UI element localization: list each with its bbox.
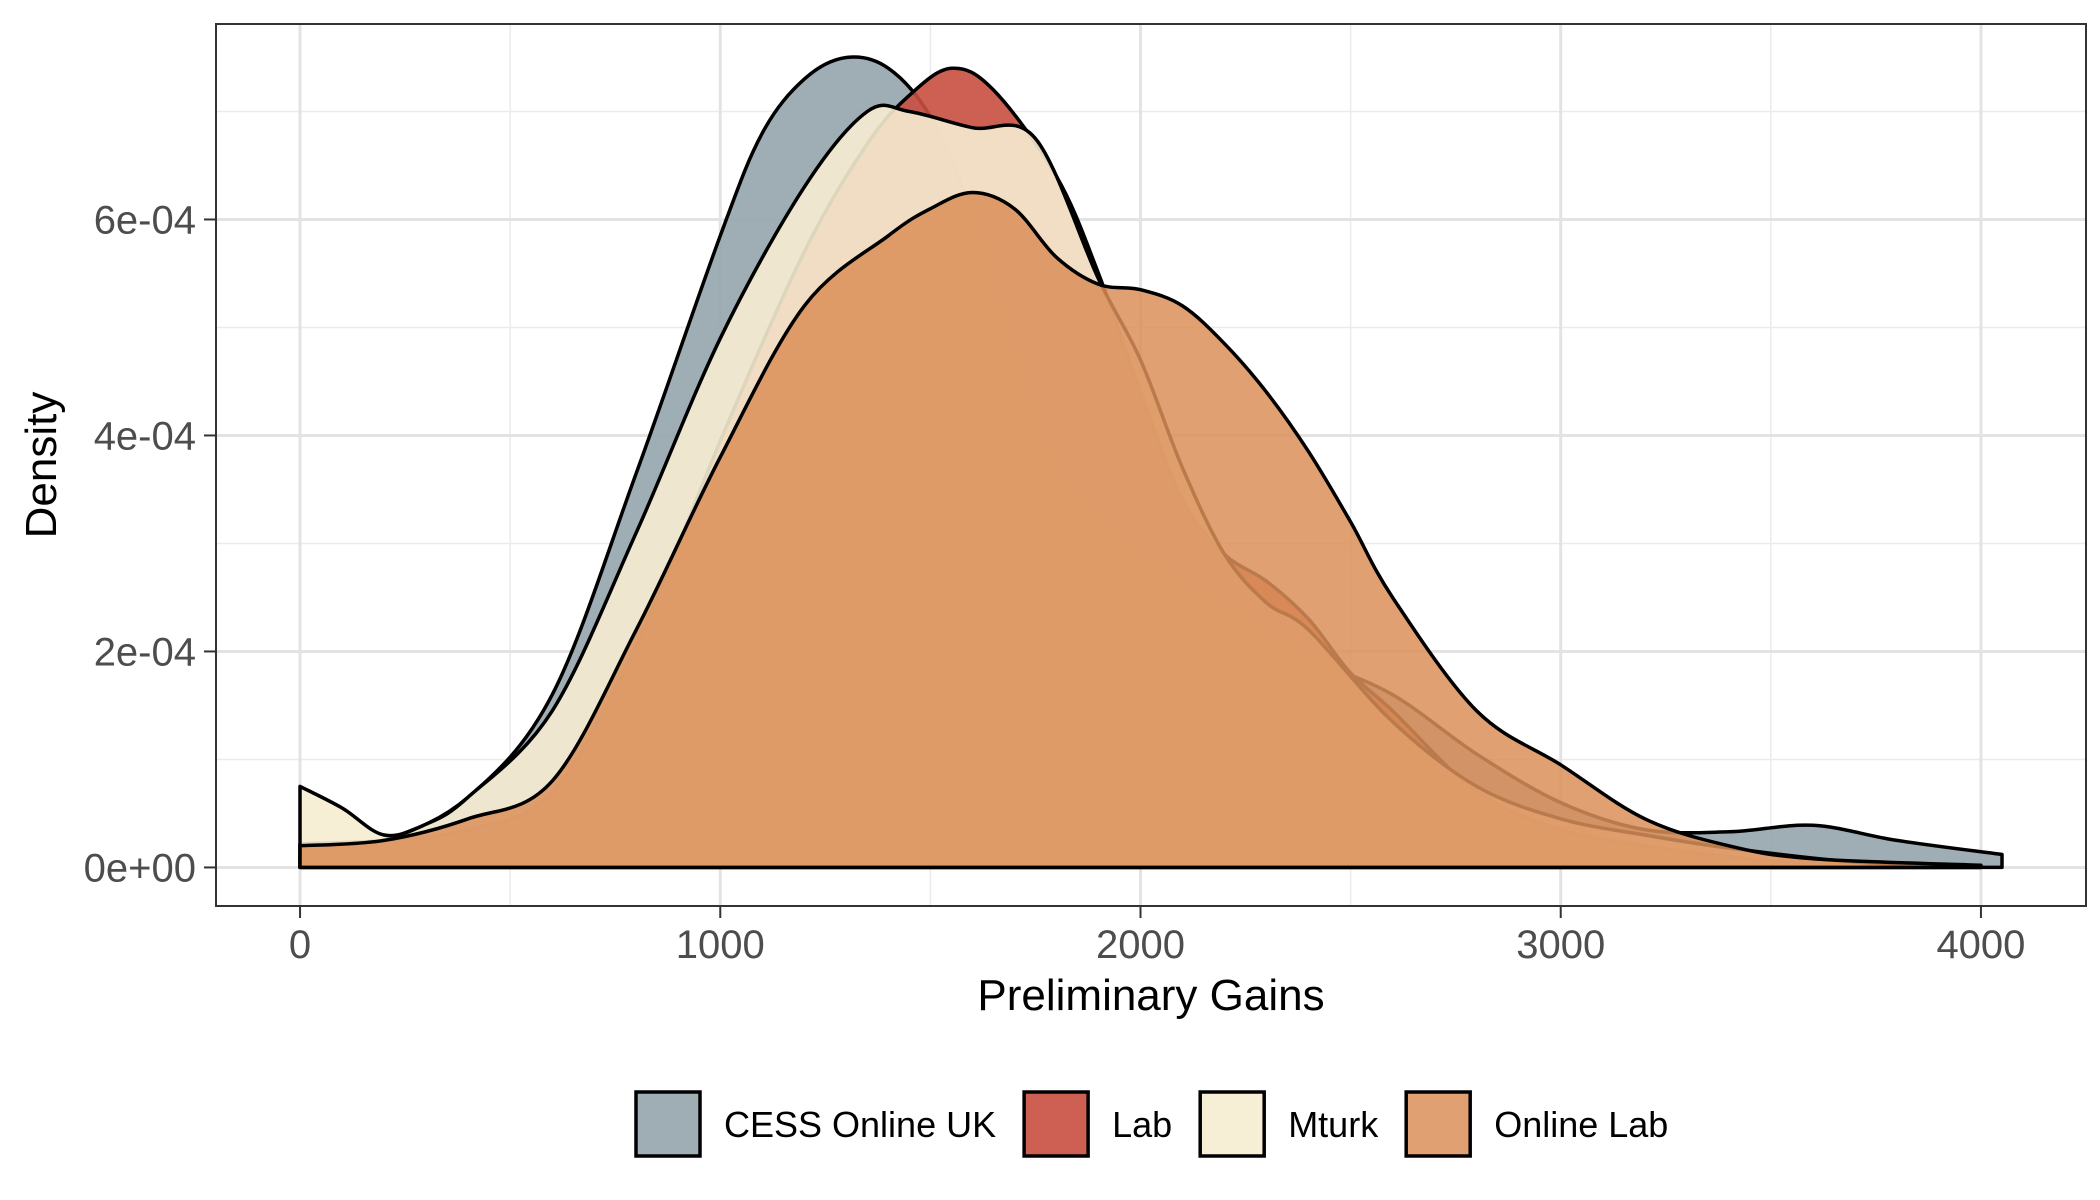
series-layer [298, 55, 2004, 870]
x-tick-label: 0 [289, 923, 311, 967]
legend-label-mturk: Mturk [1288, 1104, 1379, 1145]
x-axis: 0 1000 2000 3000 4000 [289, 906, 2025, 967]
x-tick-label: 3000 [1516, 923, 1605, 967]
legend-label-lab: Lab [1112, 1104, 1172, 1145]
y-axis-title: Density [17, 392, 66, 539]
legend-key-cess-online-uk [634, 1090, 702, 1158]
x-tick-label: 4000 [1936, 923, 2025, 967]
y-tick-label: 2e-04 [94, 630, 196, 674]
x-axis-title: Preliminary Gains [977, 971, 1324, 1020]
legend-label-online-lab: Online Lab [1494, 1104, 1668, 1145]
y-tick-label: 0e+00 [84, 846, 196, 890]
y-tick-label: 6e-04 [94, 198, 196, 242]
panel-border [215, 23, 2087, 907]
legend-label-cess-online-uk: CESS Online UK [724, 1104, 996, 1145]
legend-key-lab [1022, 1090, 1090, 1158]
y-axis: 0e+00 2e-04 4e-04 6e-04 [84, 198, 216, 890]
y-tick-label: 4e-04 [94, 414, 196, 458]
legend: CESS Online UK Lab Mturk Online Lab [634, 1090, 1668, 1158]
x-tick-label: 2000 [1096, 923, 1185, 967]
density-area-online-lab [298, 190, 1983, 870]
x-tick-label: 1000 [676, 923, 765, 967]
legend-key-mturk [1198, 1090, 1266, 1158]
legend-key-online-lab [1404, 1090, 1472, 1158]
